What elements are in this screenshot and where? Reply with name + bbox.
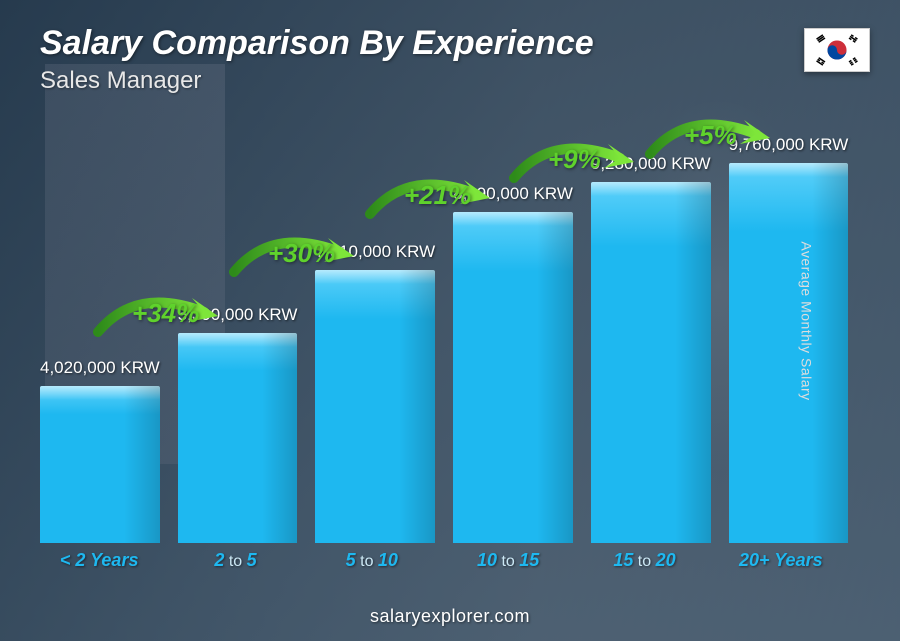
bar-value-label: 5,390,000 KRW [178,305,298,325]
x-axis-label: 15 to 20 [585,550,703,571]
bar-value-label: 8,490,000 KRW [453,184,573,204]
bar-wrap: 7,010,000 KRW [315,242,435,543]
bar-value-label: 4,020,000 KRW [40,358,160,378]
bar-wrap: 9,760,000 KRW [729,135,849,543]
x-axis-label: 2 to 5 [176,550,294,571]
y-axis-label: Average Monthly Salary [798,241,814,400]
bar-wrap: 4,020,000 KRW [40,358,160,543]
bar-value-label: 9,760,000 KRW [729,135,849,155]
x-axis-labels: < 2 Years 2 to 5 5 to 10 10 to 15 15 to 20 20… [40,550,840,571]
main-container: Salary Comparison By Experience Sales Ma… [0,0,900,641]
bar [729,163,849,543]
footer-credit: salaryexplorer.com [0,606,900,627]
page-title: Salary Comparison By Experience [40,24,860,63]
bar [591,182,711,543]
bar-wrap: 5,390,000 KRW [178,305,298,543]
bar-wrap: 9,280,000 KRW [591,154,711,543]
bar-value-label: 7,010,000 KRW [315,242,435,262]
country-flag-icon [804,28,870,72]
bar-value-label: 9,280,000 KRW [591,154,711,174]
header: Salary Comparison By Experience Sales Ma… [40,24,860,95]
bar [315,270,435,543]
bar [453,212,573,543]
x-axis-label: 20+ Years [722,550,840,571]
bar [40,386,160,543]
x-axis-label: 10 to 15 [449,550,567,571]
page-subtitle: Sales Manager [40,67,860,95]
x-axis-label: < 2 Years [40,550,158,571]
bars-container: 4,020,000 KRW 5,390,000 KRW 7,010,000 KRW 8… [40,133,840,543]
chart-area: 4,020,000 KRW 5,390,000 KRW 7,010,000 KRW 8… [40,110,840,571]
bar [178,333,298,543]
x-axis-label: 5 to 10 [313,550,431,571]
bar-wrap: 8,490,000 KRW [453,184,573,543]
